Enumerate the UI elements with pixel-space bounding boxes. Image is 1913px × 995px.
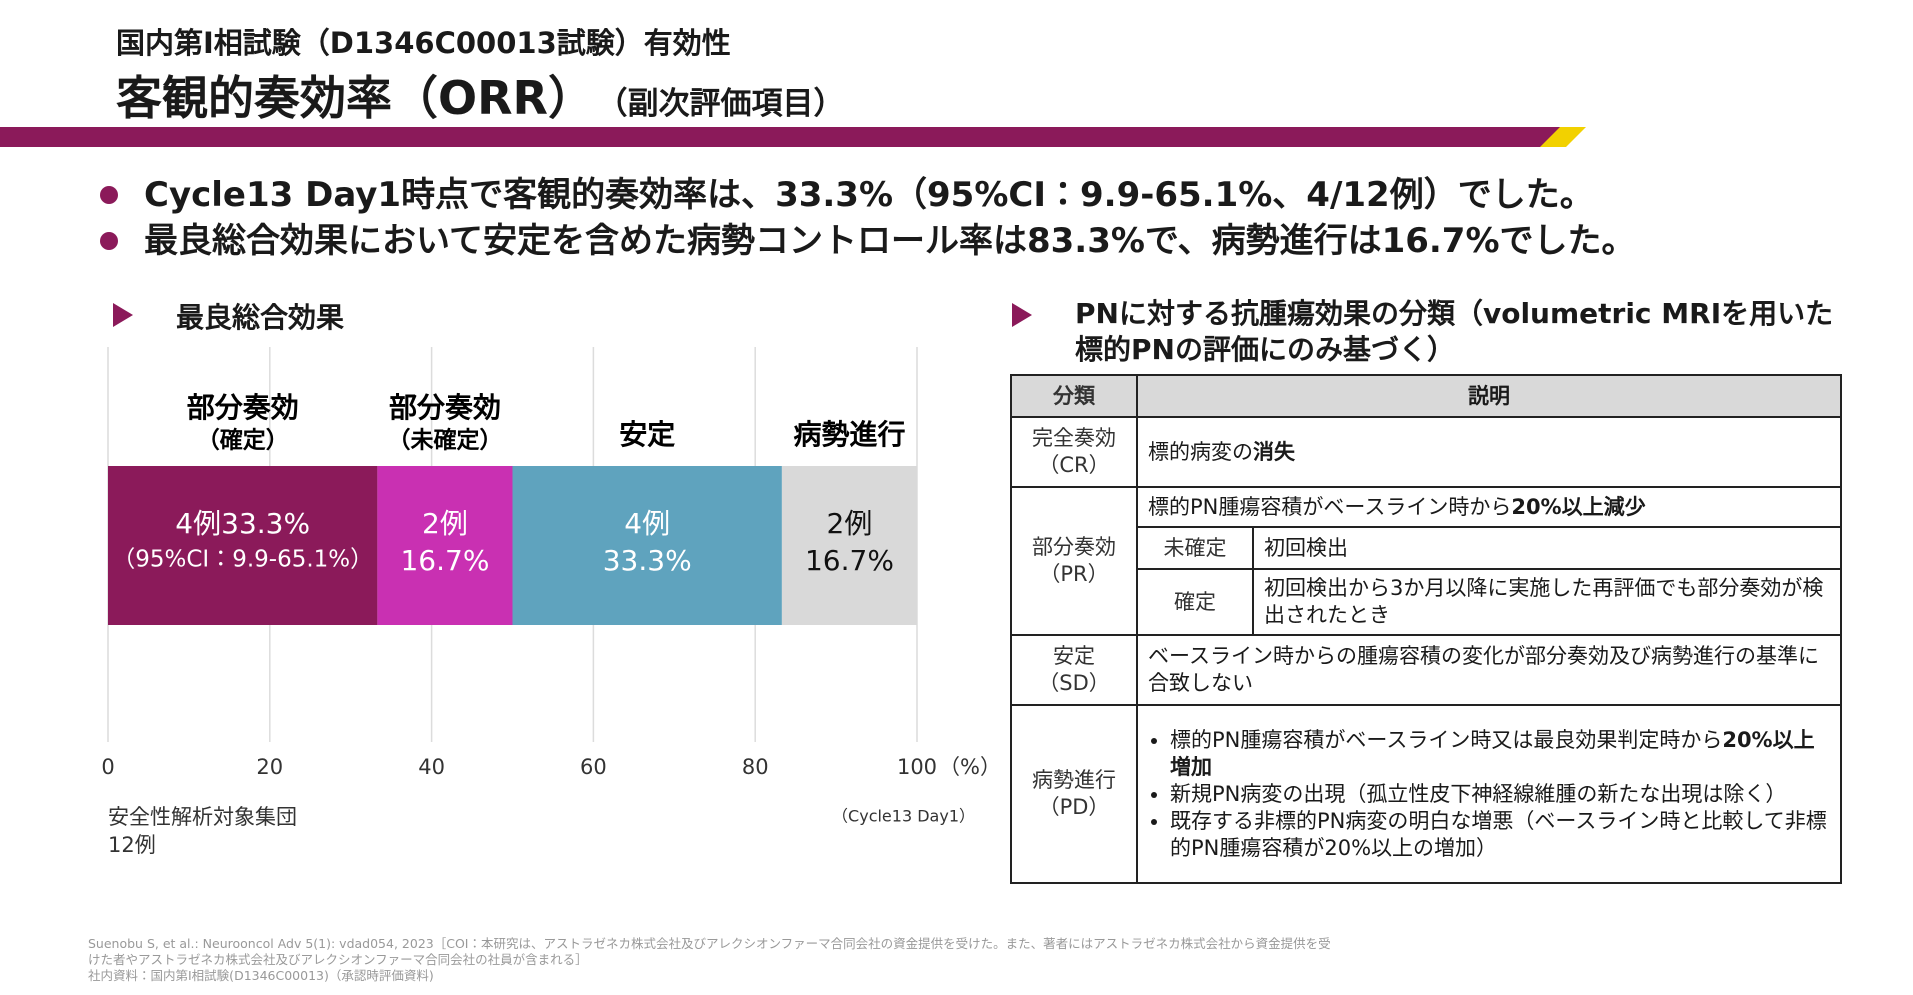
text-run: 標的PN腫瘍容積がベースライン時から <box>1148 494 1512 519</box>
table-heading: PNに対する抗腫瘍効果の分類（volumetric MRIを用いた標的PNの評価… <box>1075 297 1834 366</box>
population: 安全性解析対象集団 <box>108 805 297 829</box>
row: 安定 （SD） ベースライン時からの腫瘍容積の変化が部分奏効及び病勢進行の基準に合致… <box>1010 634 1842 706</box>
x-tick-label: 0 <box>101 755 114 779</box>
category-abbr: （CR） <box>1038 453 1110 477</box>
value-label: 16.7% <box>400 544 489 577</box>
count-label: 4例 <box>624 507 670 540</box>
description: 標的PN腫瘍容積がベースライン時から20%以上減少 <box>1136 486 1842 528</box>
bar-segment <box>377 466 513 625</box>
category-label: 部分奏効 <box>187 391 299 424</box>
title-text: 客観的奏効率（ORR） <box>116 71 594 125</box>
item-list: 標的PN腫瘍容積がベースライン時又は最良効果判定時から20%以上増加新規PN病変… <box>1148 727 1830 862</box>
bar-segment <box>781 466 917 625</box>
category-cell: 完全奏効 （CR） <box>1010 416 1138 488</box>
column-header: 分類 <box>1010 374 1138 418</box>
text-run: 既存する非標的PN病変の明白な増悪（ベースライン時と比較して非標的PN腫瘍容積が… <box>1170 808 1827 860</box>
text-run: 消失 <box>1253 439 1295 464</box>
subrow: 未確定 初回検出 <box>1011 526 1842 570</box>
x-tick-label: 20 <box>256 755 283 779</box>
bar-segment <box>512 466 782 625</box>
category-cell: 安定 （SD） <box>1010 634 1138 706</box>
value-label: 33.3% <box>603 544 692 577</box>
footer-line: けた者やアストラゼネカ株式会社及びアレクシオンファーマ合同会社の社員が含まれる］ <box>88 952 588 967</box>
header-band <box>0 127 1560 147</box>
title-note: （副次評価項目） <box>611 86 845 122</box>
subrow-label: 未確定 <box>1136 526 1254 570</box>
header-row: 分類 説明 <box>1010 374 1842 418</box>
bullet: 最良総合効果において安定を含めた病勢コントロール率は83.3%で、病勢進行は16… <box>100 218 1636 264</box>
item: 新規PN病変の出現（孤立性皮下神経線維腫の新たな出現は除く） <box>1170 781 1830 808</box>
x-tick-label: 40 <box>418 755 445 779</box>
category-abbr: （PR） <box>1039 562 1109 586</box>
description: 標的病変の消失 <box>1136 416 1842 488</box>
subtitle: 国内第Ⅰ相試験（D1346C00013試験）有効性 <box>116 26 731 60</box>
value-label: 16.7% <box>805 544 894 577</box>
subrow-description: 初回検出 <box>1252 526 1842 570</box>
text-run: ベースライン時からの腫瘍容積の変化が部分奏効及び病勢進行の基準に合致しない <box>1148 644 1819 695</box>
chart-heading: 最良総合効果 <box>176 301 345 334</box>
category-label: 部分奏効 <box>389 391 501 424</box>
count-label: 4例 <box>175 507 221 540</box>
category-sublabel: （確定） <box>197 427 289 454</box>
item: 既存する非標的PN病変の明白な増悪（ベースライン時と比較して非標的PN腫瘍容積が… <box>1170 808 1830 862</box>
subrow: 確定 初回検出から3か月以降に実施した再評価でも部分奏効が検出されたとき <box>1011 568 1842 636</box>
x-tick-label: 80 <box>742 755 769 779</box>
count-label: 2例 <box>422 507 468 540</box>
footer-line: 社内資料：国内第Ⅰ相試験(D1346C00013)（承認時評価資料) <box>88 968 434 983</box>
category-sublabel: （未確定） <box>387 427 502 454</box>
row: 病勢進行 （PD） 標的PN腫瘍容積がベースライン時又は最良効果判定時から20%以上… <box>1010 704 1842 884</box>
header-accent <box>1540 127 1586 147</box>
text-run: 標的病変の <box>1148 439 1253 464</box>
footer: Suenobu S, et al.: Neurooncol Adv 5(1): … <box>88 936 1331 984</box>
text-run: 20%以上増加 <box>1170 727 1815 779</box>
category-abbr: （PD） <box>1038 795 1110 819</box>
subrow-description: 初回検出から3か月以降に実施した再評価でも部分奏効が検出されたとき <box>1252 568 1842 636</box>
x-tick-label: 60 <box>580 755 607 779</box>
data-label: 4例33.3% <box>175 507 310 540</box>
category: 安定 <box>1053 644 1095 668</box>
bullets: Cycle13 Day1時点で客観的奏効率は、33.3%（95%CI：9.9-6… <box>100 172 1636 264</box>
description: 標的PN腫瘍容積がベースライン時又は最良効果判定時から20%以上増加新規PN病変… <box>1136 704 1842 884</box>
ci-label: （95%CI：9.9-65.1%） <box>112 547 373 573</box>
bullet: Cycle13 Day1時点で客観的奏効率は、33.3%（95%CI：9.9-6… <box>100 172 1636 218</box>
timepoint: （Cycle13 Day1） <box>832 807 975 826</box>
heading-arrow <box>1012 303 1032 327</box>
x-axis-label: （%） <box>939 755 1001 779</box>
item: 標的PN腫瘍容積がベースライン時又は最良効果判定時から20%以上増加 <box>1170 727 1830 781</box>
category-cell: 部分奏効 （PR） <box>1010 486 1138 636</box>
subrow-label: 確定 <box>1136 568 1254 636</box>
row: 完全奏効 （CR） 標的病変の消失 <box>1010 416 1842 488</box>
chart: 0 20 40 60 80 100 （%）部分奏効（確定）4例33.3%（95%CI：9.9… <box>101 347 1001 857</box>
category: 病勢進行 <box>1032 768 1116 792</box>
category-label: 安定 <box>619 418 675 451</box>
description: ベースライン時からの腫瘍容積の変化が部分奏効及び病勢進行の基準に合致しない <box>1136 634 1842 706</box>
title: 客観的奏効率（ORR） （副次評価項目） <box>116 62 844 128</box>
text-run: 新規PN病変の出現（孤立性皮下神経線維腫の新たな出現は除く） <box>1170 781 1787 806</box>
row: 部分奏効 （PR） 標的PN腫瘍容積がベースライン時から20%以上減少 <box>1010 486 1842 636</box>
bar-segment <box>108 466 378 625</box>
footer-line: Suenobu S, et al.: Neurooncol Adv 5(1): … <box>88 936 1331 951</box>
category-cell: 病勢進行 （PD） <box>1010 704 1138 884</box>
category: 部分奏効 <box>1032 535 1116 559</box>
count-label: 2例 <box>827 507 873 540</box>
column-header: 説明 <box>1136 374 1842 418</box>
category: 完全奏効 <box>1032 426 1116 450</box>
value-label: 33.3% <box>221 507 310 540</box>
heading-arrow <box>113 303 133 327</box>
x-tick-label: 100 <box>897 755 937 779</box>
n-label: 12例 <box>108 833 156 857</box>
category-label: 病勢進行 <box>793 418 905 451</box>
text-run: 20%以上減少 <box>1511 494 1646 519</box>
table: 分類 説明 完全奏効 （CR） 標的病変の消失 部分奏効 （PR） 標的PN腫瘍容積がベースラ… <box>1010 374 1842 884</box>
text-run: 標的PN腫瘍容積がベースライン時又は最良効果判定時から <box>1170 727 1723 752</box>
category-abbr: （SD） <box>1038 671 1110 695</box>
